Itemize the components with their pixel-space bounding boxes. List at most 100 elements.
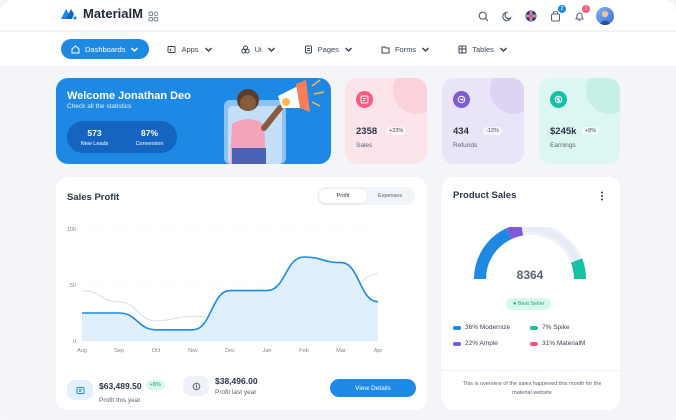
product-sales-title: Product Sales [453, 190, 517, 201]
chevron-down-icon [204, 46, 212, 52]
chevron-down-icon [267, 46, 275, 52]
profit-this-year: $63,489.50 +8% Profit this year [67, 376, 165, 404]
profit-toggle: Profit Expenses [317, 187, 415, 205]
welcome-subtitle: Check all the statistics [67, 103, 132, 110]
cart-badge: 2 [558, 5, 566, 13]
legend-swatch [453, 325, 461, 330]
divider [442, 370, 620, 371]
x-tick-label: Apr [374, 348, 383, 354]
series-line-primary [82, 256, 379, 331]
legend-label: 22% Ample [465, 340, 498, 347]
home-icon [71, 44, 80, 53]
last-year-caption: Profit last year [215, 389, 257, 396]
welcome-title: Welcome Jonathan Deo [67, 90, 191, 102]
x-tick-label: Mar [336, 348, 346, 354]
product-sales-card: Product Sales 8364 ● Best Seller 36% Mod… [442, 177, 620, 410]
x-tick-label: Dec [225, 348, 235, 354]
card-decoration [490, 78, 524, 114]
legend-item: 36% Modernize [453, 324, 510, 331]
product-sales-gauge: 8364 [474, 227, 586, 282]
nav-tables[interactable]: Tables [448, 39, 518, 59]
refunds-label: Refunds [453, 142, 478, 149]
sales-card: 2358 +23% Sales [345, 78, 427, 164]
y-tick-label: 0 [73, 339, 76, 345]
nav-forms[interactable]: Forms [371, 39, 440, 59]
legend-swatch [530, 325, 538, 330]
x-tick-label: Aug [77, 348, 87, 354]
nav-items: Dashboards Apps Ui Pages Forms [61, 39, 518, 59]
nav-apps[interactable]: Apps [157, 39, 222, 59]
topbar-actions: 2 1 [476, 5, 614, 25]
sales-profit-card: Sales Profit Profit Expenses 100 50 0 Aug Se… [56, 177, 427, 410]
bell-icon[interactable]: 1 [572, 5, 590, 23]
nav-label: Ui [254, 44, 262, 54]
refunds-card: 434 -12% Refunds [442, 78, 524, 164]
x-tick-label: Oct [152, 348, 161, 354]
product-sales-note: This is overview of the sales happened t… [462, 381, 602, 396]
gauge-segment [570, 258, 586, 280]
best-seller-badge: ● Best Seller [506, 298, 552, 310]
stat-label: New Leads [80, 140, 109, 147]
grid-menu-icon[interactable] [148, 9, 159, 22]
sales-change: +23% [386, 127, 407, 135]
earnings-icon [550, 91, 567, 108]
nav-label: Forms [394, 44, 417, 54]
search-icon[interactable] [476, 9, 490, 23]
nav-pages[interactable]: Pages [294, 39, 363, 59]
pages-icon [304, 45, 312, 53]
cart-icon[interactable]: 2 [548, 5, 566, 23]
gauge-segment [474, 228, 512, 280]
last-year-amount: $38,496.00 [215, 376, 258, 386]
sales-icon [356, 91, 373, 108]
y-tick-label: 50 [70, 283, 76, 289]
sales-label: Sales [356, 142, 373, 149]
legend-item: 22% Ample [453, 340, 498, 347]
nav-dashboards[interactable]: Dashboards [61, 39, 150, 59]
chevron-down-icon [422, 46, 430, 52]
ui-icon [240, 45, 250, 53]
y-tick-label: 100 [67, 227, 76, 233]
app-name: MaterialM [83, 6, 143, 21]
earnings-value: $245k [550, 126, 577, 137]
main-nav: Dashboards Apps Ui Pages Forms [0, 31, 676, 67]
legend-item: 31% MaterialM [530, 340, 585, 347]
best-seller-label: Best Seller [517, 301, 545, 307]
refunds-value: 434 [453, 126, 469, 137]
forms-icon [381, 46, 390, 53]
chevron-down-icon [131, 46, 139, 52]
nav-ui[interactable]: Ui [231, 39, 286, 59]
view-details-button[interactable]: View Details [330, 379, 416, 397]
uk-flag-icon[interactable] [524, 9, 538, 23]
apps-icon [167, 45, 176, 53]
nav-label: Pages [317, 44, 339, 54]
stat-label: Conversion [135, 140, 164, 147]
product-sales-total: 8364 [517, 268, 544, 282]
top-bar: MaterialM 2 1 [0, 0, 676, 30]
legend-label: 31% MaterialM [542, 340, 586, 347]
profit-caption: Profit this year [99, 397, 141, 404]
chevron-down-icon [344, 46, 352, 52]
x-tick-label: Sep [114, 348, 124, 354]
tab-expenses[interactable]: Expenses [377, 193, 403, 199]
stat-value: 573 [87, 127, 102, 138]
card-decoration [586, 78, 620, 114]
refunds-change: -12% [483, 127, 502, 135]
coin-icon [183, 376, 209, 396]
moon-icon[interactable] [500, 9, 514, 23]
user-avatar[interactable] [596, 7, 614, 25]
more-options-icon[interactable] [600, 191, 604, 201]
series-area [82, 257, 378, 341]
stat-new-leads: 573 New Leads [67, 128, 122, 147]
gauge-segment [506, 227, 524, 240]
nav-label: Tables [472, 44, 494, 54]
app-logo[interactable]: MaterialM [61, 6, 143, 21]
receipt-icon [67, 380, 93, 400]
welcome-illustration [224, 79, 325, 164]
refunds-icon [453, 91, 470, 108]
legend-swatch [453, 341, 461, 346]
profit-change-chip: +8% [145, 379, 165, 390]
sales-value: 2358 [356, 126, 378, 137]
tab-profit[interactable]: Profit [319, 189, 367, 203]
